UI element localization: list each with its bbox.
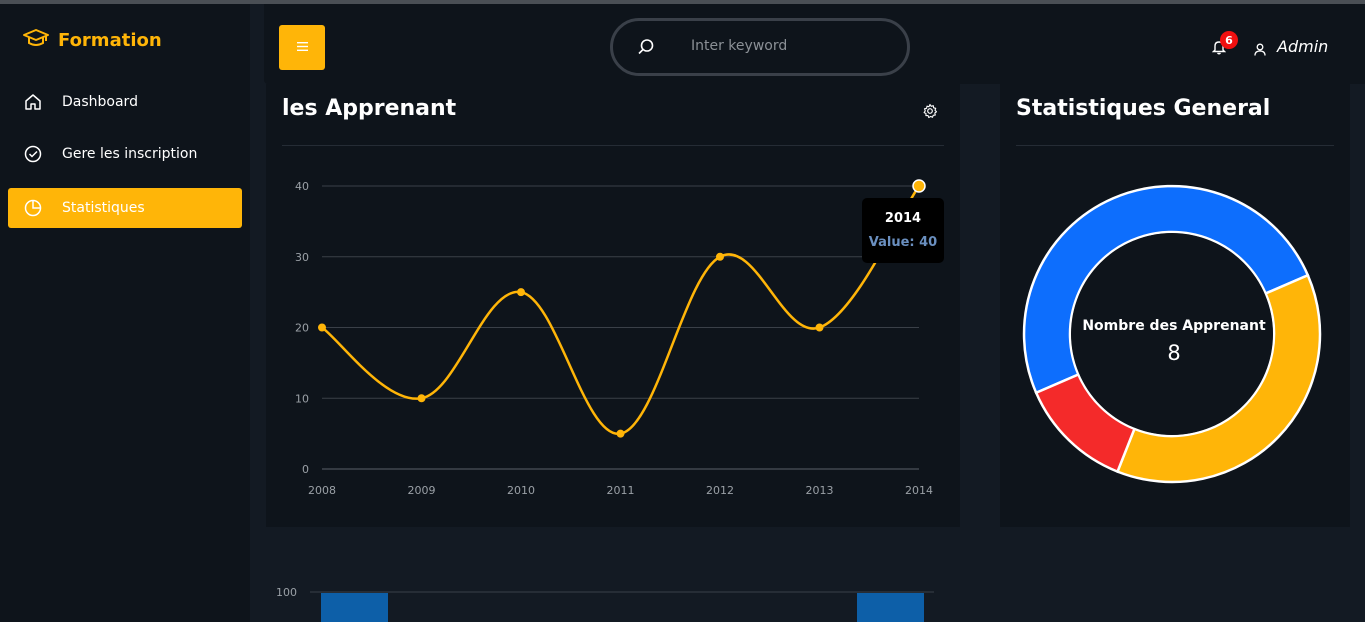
sidebar-item-label: Gere les inscription [62,146,198,162]
y-tick-label: 20 [295,322,309,335]
sidebar-item-label: Statistiques [62,200,145,216]
menu-toggle-button[interactable] [279,25,325,70]
x-tick-label: 2012 [706,484,734,497]
hamburger-icon [296,40,308,55]
graduation-cap-icon [22,28,50,52]
donut-center-value: 8 [1167,341,1181,365]
y-tick-label: 0 [302,463,309,476]
brand[interactable]: Formation [22,28,162,52]
data-point[interactable] [417,394,426,403]
search-icon[interactable] [637,38,655,60]
brand-name: Formation [58,29,162,51]
tooltip-year: 2014 [884,211,922,226]
sidebar-item-dashboard[interactable]: Dashboard [8,82,242,122]
x-tick-label: 2013 [806,484,834,497]
check-circle-icon [24,145,42,163]
line-chart-card [266,84,960,527]
card-title: Statistiques General [1016,96,1271,121]
data-point[interactable] [912,179,926,193]
search-input[interactable]: Inter keyword [691,38,788,54]
top-header: Inter keyword [264,4,1365,84]
y-tick-label: 30 [295,251,309,264]
sidebar: Formation Dashboard Gere les inscription… [0,4,250,622]
donut-center-label: Nombre des Apprenant [1082,318,1266,334]
tooltip-value: Value: 40 [868,235,938,250]
chart-tooltip: 2014 Value: 40 [862,198,944,263]
window-top-edge [0,0,1365,4]
home-icon [24,93,42,111]
sidebar-item-statistiques[interactable]: Statistiques [8,188,242,228]
pie-chart-icon [24,199,42,217]
y-tick-label: 100 [276,586,297,599]
y-tick-label: 10 [295,392,309,405]
sidebar-item-label: Dashboard [62,94,138,110]
sidebar-item-inscriptions[interactable]: Gere les inscription [8,134,242,174]
data-point[interactable] [318,323,326,332]
data-point[interactable] [815,323,824,332]
x-tick-label: 2010 [507,484,535,497]
data-point[interactable] [716,252,724,261]
bar[interactable] [321,593,388,622]
bar[interactable] [857,593,924,622]
card-divider [1016,145,1334,146]
donut-slice[interactable] [1034,372,1137,474]
notification-badge: 6 [1220,31,1238,49]
x-tick-label: 2009 [408,484,436,497]
data-point[interactable] [517,288,525,297]
x-tick-label: 2014 [905,484,933,497]
donut-hole [1071,233,1273,435]
card-title: les Apprenant [282,96,457,121]
card-divider [282,145,944,146]
donut-slice[interactable] [1022,184,1310,395]
search-box[interactable]: Inter keyword [610,18,910,76]
y-tick-label: 40 [295,180,309,193]
x-tick-label: 2008 [308,484,336,497]
donut-slice[interactable] [1115,273,1322,484]
x-tick-label: 2011 [607,484,635,497]
user-name[interactable]: Admin [1277,37,1329,56]
data-point[interactable] [616,429,625,438]
user-icon[interactable] [1254,41,1266,60]
gear-icon[interactable] [922,103,938,123]
